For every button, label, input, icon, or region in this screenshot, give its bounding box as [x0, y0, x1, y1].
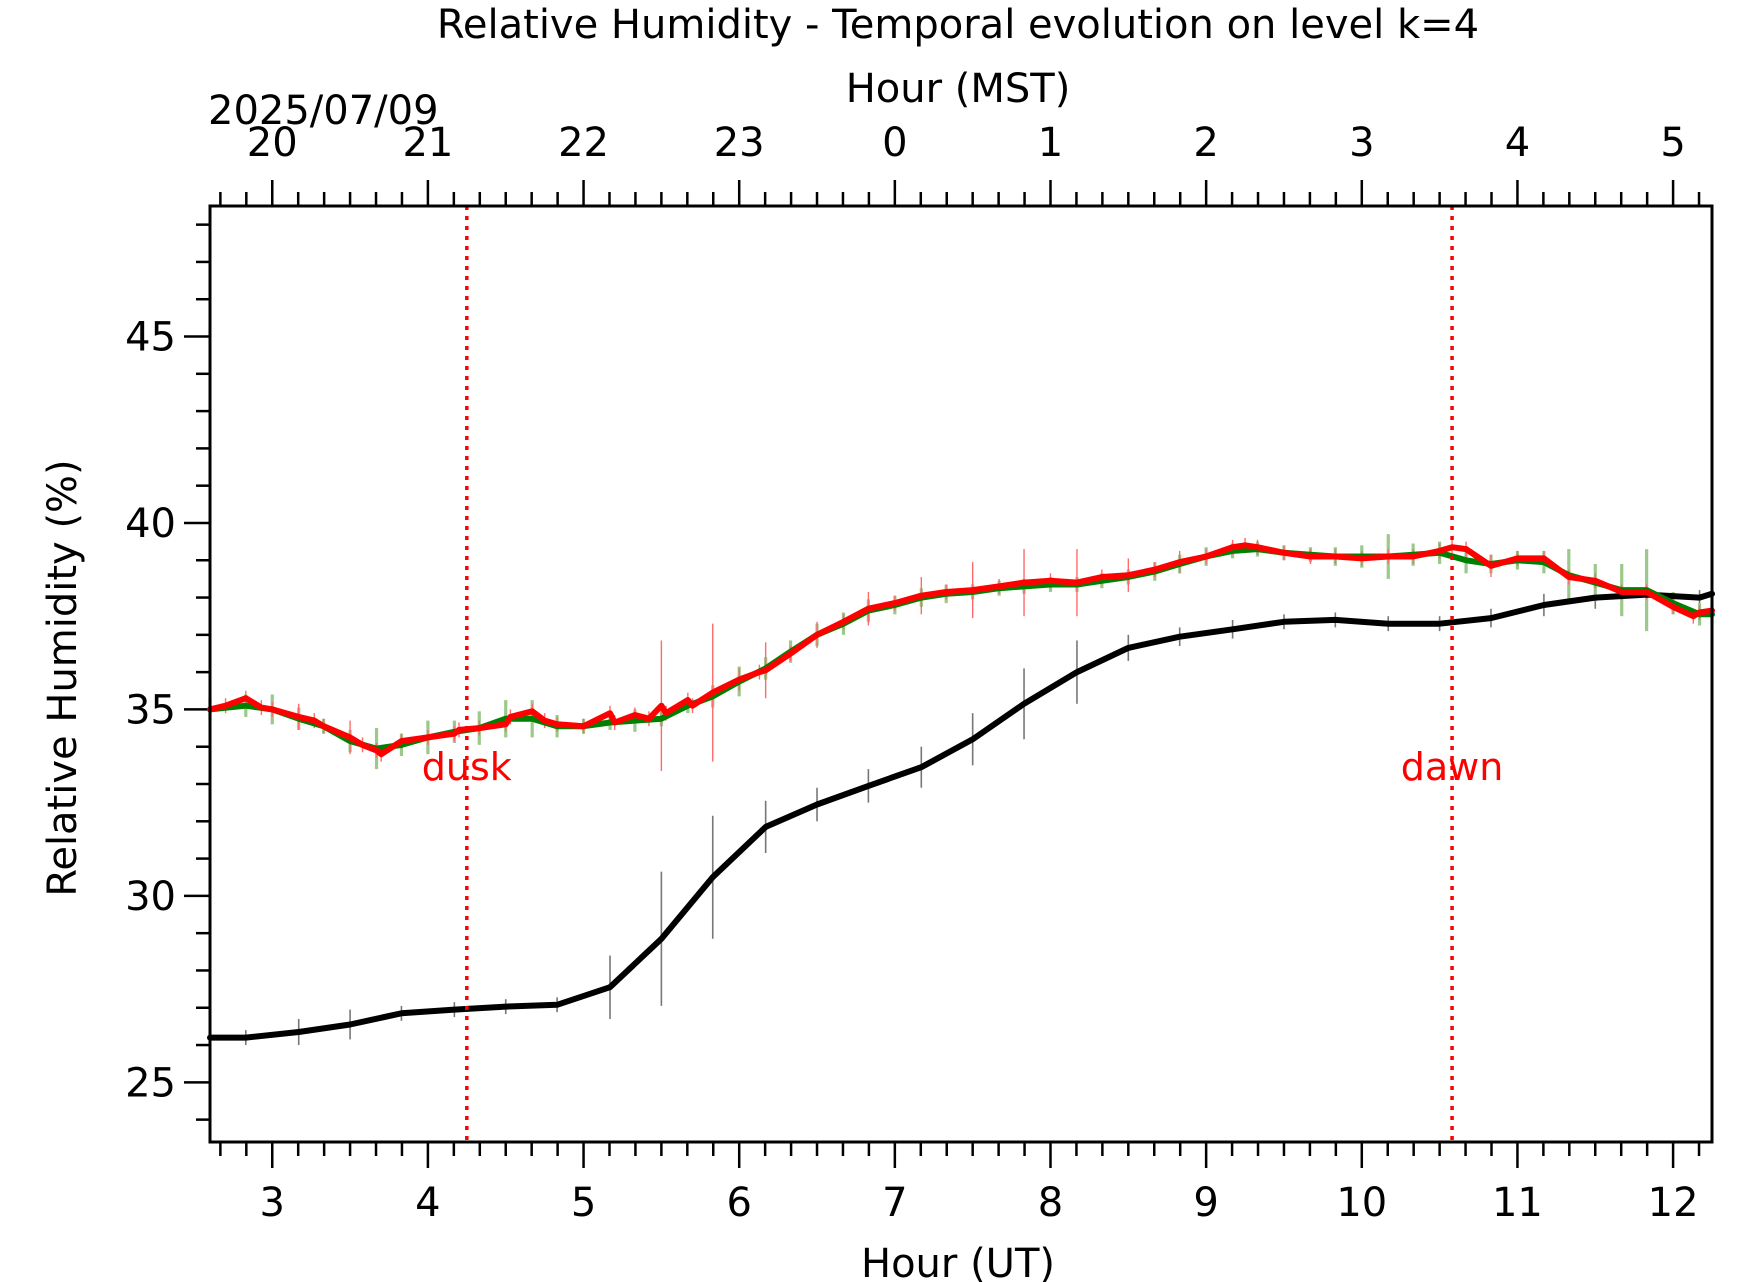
series-line	[207, 590, 1715, 1041]
y-tick-label: 35	[125, 687, 176, 733]
top-tick-label: 5	[1660, 120, 1685, 166]
top-tick-label: 1	[1038, 120, 1063, 166]
top-tick-label: 22	[558, 120, 609, 166]
x-tick-label: 9	[1193, 1180, 1218, 1226]
chart-title: Relative Humidity - Temporal evolution o…	[437, 2, 1479, 48]
y-axis-label: Relative Humidity (%)	[40, 459, 86, 896]
series-line	[207, 546, 1715, 752]
series-line	[207, 542, 1715, 758]
x-tick-label: 12	[1648, 1180, 1699, 1226]
x-axis-label: Hour (UT)	[861, 1241, 1055, 1282]
series-lines	[207, 542, 1715, 1041]
top-tick-label: 21	[402, 120, 453, 166]
x-tick-label: 8	[1038, 1180, 1063, 1226]
top-tick-label: 4	[1505, 120, 1530, 166]
x-tick-label: 5	[571, 1180, 596, 1226]
top-tick-label: 20	[247, 120, 298, 166]
x-ticks-bottom: 3 4 5 6 7 8 9 10 11 12	[219, 1142, 1701, 1226]
date-label: 2025/07/09	[208, 88, 439, 134]
top-x-axis-label: Hour (MST)	[846, 66, 1071, 112]
x-tick-label: 4	[415, 1180, 440, 1226]
x-tick-label: 10	[1336, 1180, 1387, 1226]
y-tick-label: 25	[125, 1060, 176, 1106]
dusk-label: dusk	[422, 745, 512, 789]
error-bars	[208, 534, 1714, 1046]
y-tick-label: 30	[125, 874, 176, 920]
top-tick-label: 2	[1193, 120, 1218, 166]
top-tick-label: 0	[882, 120, 907, 166]
top-tick-label: 23	[714, 120, 765, 166]
x-tick-label: 11	[1492, 1180, 1543, 1226]
y-ticks: 25 30 35 40 45	[125, 223, 210, 1121]
y-tick-label: 45	[125, 315, 176, 361]
x-tick-label: 7	[882, 1180, 907, 1226]
top-tick-label: 3	[1349, 120, 1374, 166]
plot-frame	[208, 204, 1714, 1144]
x-ticks-top: 20 21 22 23 0 1 2 3 4 5	[219, 120, 1701, 206]
x-tick-label: 3	[260, 1180, 285, 1226]
y-tick-label: 40	[125, 501, 176, 547]
x-tick-label: 6	[726, 1180, 751, 1226]
dawn-label: dawn	[1401, 745, 1504, 789]
dusk-dawn-markers: dusk dawn	[422, 206, 1504, 1142]
